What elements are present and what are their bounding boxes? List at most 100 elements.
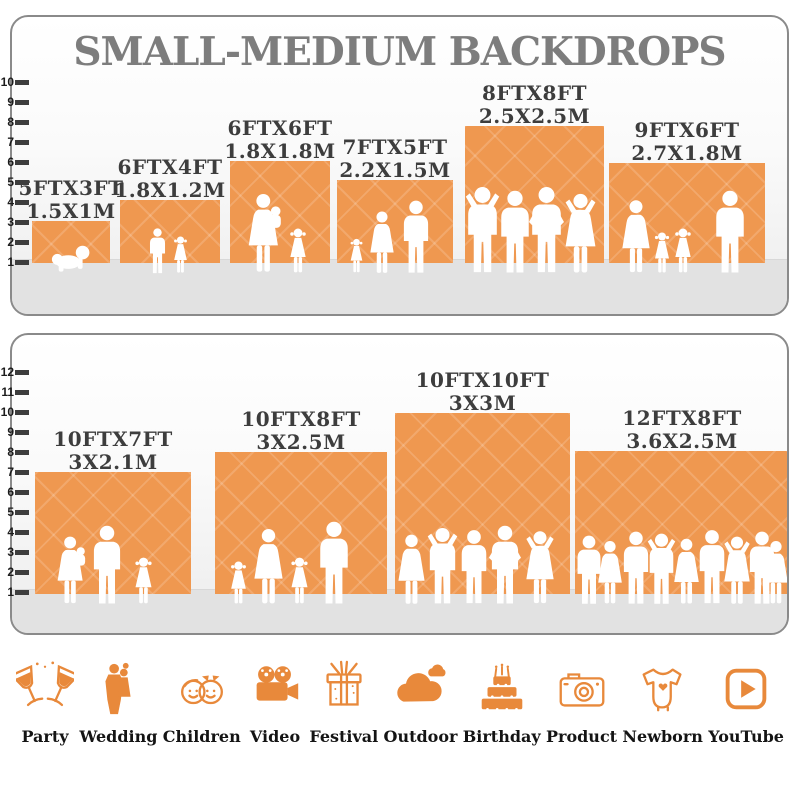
ruler-tick: 2 xyxy=(0,236,29,256)
ruler-tick-number: 1 xyxy=(7,585,14,599)
ruler-tick: 6 xyxy=(0,486,29,506)
ruler-tick-dash xyxy=(15,410,29,415)
ruler-tick-dash xyxy=(15,590,29,595)
ruler-tick-dash xyxy=(15,470,29,475)
ruler-tick: 3 xyxy=(0,216,29,236)
crowd-silhouette xyxy=(577,530,787,604)
ruler-tick: 5 xyxy=(0,176,29,196)
ruler-tick-number: 3 xyxy=(7,545,14,559)
category-product: Product xyxy=(546,660,617,746)
category-outdoor: Outdoor xyxy=(384,660,457,746)
product-icon xyxy=(559,673,604,707)
family-silhouette xyxy=(57,525,152,604)
ruler-tick-dash xyxy=(15,570,29,575)
ruler-tick-dash xyxy=(15,200,29,205)
category-label: Product xyxy=(545,727,618,746)
ruler-tick: 10 xyxy=(0,76,29,96)
ruler-tick-dash xyxy=(15,180,29,185)
ruler-tick-number: 9 xyxy=(7,95,14,109)
outdoor-icon xyxy=(397,664,446,702)
ruler-tick-number: 12 xyxy=(0,365,14,379)
feet-ruler-bottom: 12 11 10 9 8 7 6 5 4 3 xyxy=(0,366,29,606)
ruler-tick: 8 xyxy=(0,116,29,136)
backdrop-label-9x6: 9FTX6FT 2.7X1.8M xyxy=(631,118,743,166)
category-festival: Festival xyxy=(309,660,378,746)
ruler-tick-number: 5 xyxy=(7,505,14,519)
category-label: Wedding xyxy=(79,727,158,746)
ruler-tick-number: 4 xyxy=(7,195,14,209)
category-newborn: Newborn xyxy=(622,660,703,746)
crawling-baby-silhouette xyxy=(51,245,90,272)
ruler-tick-number: 7 xyxy=(7,135,14,149)
ruler-tick-dash xyxy=(15,120,29,125)
ruler-tick-number: 7 xyxy=(7,465,14,479)
backdrop-6ftx4ft xyxy=(120,200,220,274)
ruler-tick-dash xyxy=(15,160,29,165)
ruler-tick: 2 xyxy=(0,566,29,586)
children-icon xyxy=(180,675,223,705)
ruler-tick: 5 xyxy=(0,506,29,526)
page-title: SMALL-MEDIUM BACKDROPS xyxy=(73,29,726,75)
ruler-tick-dash xyxy=(15,220,29,225)
ruler-tick-dash xyxy=(15,490,29,495)
category-row: Party Wedding xyxy=(16,660,784,746)
category-label: Children xyxy=(162,727,241,746)
backdrop-10ftx10ft xyxy=(395,413,570,604)
category-wedding: Wedding xyxy=(79,660,157,746)
two-children-silhouette xyxy=(149,228,187,274)
ruler-tick-number: 8 xyxy=(7,445,14,459)
ruler-tick-dash xyxy=(15,550,29,555)
category-label: Newborn xyxy=(622,727,703,746)
ruler-tick: 4 xyxy=(0,526,29,546)
ruler-tick-number: 4 xyxy=(7,525,14,539)
ruler-tick: 9 xyxy=(0,426,29,446)
category-label: Video xyxy=(249,727,301,746)
ruler-tick-number: 3 xyxy=(7,215,14,229)
ruler-tick-dash xyxy=(15,530,29,535)
ruler-tick-number: 8 xyxy=(7,115,14,129)
backdrop-label-7x5: 7FTX5FT 2.2X1.5M xyxy=(339,135,451,183)
family-holding-hands-silhouette xyxy=(231,521,348,604)
newborn-icon xyxy=(642,668,682,712)
ruler-tick: 11 xyxy=(0,386,29,406)
ruler-tick: 6 xyxy=(0,156,29,176)
category-label: Birthday xyxy=(462,727,541,746)
ruler-tick-number: 6 xyxy=(7,155,14,169)
category-youtube: YouTube xyxy=(708,660,784,746)
category-label: Party xyxy=(21,727,69,746)
family-of-four-silhouette xyxy=(622,190,744,273)
ruler-tick-dash xyxy=(15,390,29,395)
ruler-tick-number: 2 xyxy=(7,235,14,249)
festival-icon xyxy=(326,660,362,706)
ruler-tick-number: 2 xyxy=(7,565,14,579)
backdrop-label-5x3: 5FTX3FT 1.5X1M xyxy=(18,176,124,224)
backdrop-label-10x7: 10FTX7FT 3X2.1M xyxy=(53,427,173,475)
birthday-icon xyxy=(481,663,523,711)
family-of-three-silhouette xyxy=(350,200,429,273)
ruler-tick-dash xyxy=(15,430,29,435)
ruler-tick: 7 xyxy=(0,466,29,486)
backdrop-12ftx8ft xyxy=(575,451,787,604)
backdrop-label-10x10: 10FTX10FT 3X3M xyxy=(415,368,550,416)
ruler-tick-dash xyxy=(15,140,29,145)
ruler-tick: 8 xyxy=(0,446,29,466)
ruler-tick-number: 10 xyxy=(0,405,14,419)
category-video: Video xyxy=(246,660,304,746)
ruler-tick-number: 1 xyxy=(7,255,14,269)
ruler-tick: 9 xyxy=(0,96,29,116)
backdrop-10ftx7ft xyxy=(35,472,191,604)
video-icon xyxy=(256,666,299,701)
ruler-tick-number: 11 xyxy=(1,385,14,399)
youtube-icon xyxy=(725,668,767,710)
backdrop-label-10x8: 10FTX8FT 3X2.5M xyxy=(241,407,361,455)
ruler-tick-number: 6 xyxy=(7,485,14,499)
backdrop-8ftx8ft xyxy=(465,126,604,263)
backdrop-label-8x8: 8FTX8FT 2.5X2.5M xyxy=(478,81,591,129)
ruler-tick: 3 xyxy=(0,546,29,566)
backdrop-label-12x8: 12FTX8FT 3.6X2.5M xyxy=(622,406,742,454)
ruler-tick: 10 xyxy=(0,406,29,426)
category-birthday: Birthday xyxy=(463,660,541,746)
ruler-tick-dash xyxy=(15,100,29,105)
ruler-tick-dash xyxy=(15,240,29,245)
